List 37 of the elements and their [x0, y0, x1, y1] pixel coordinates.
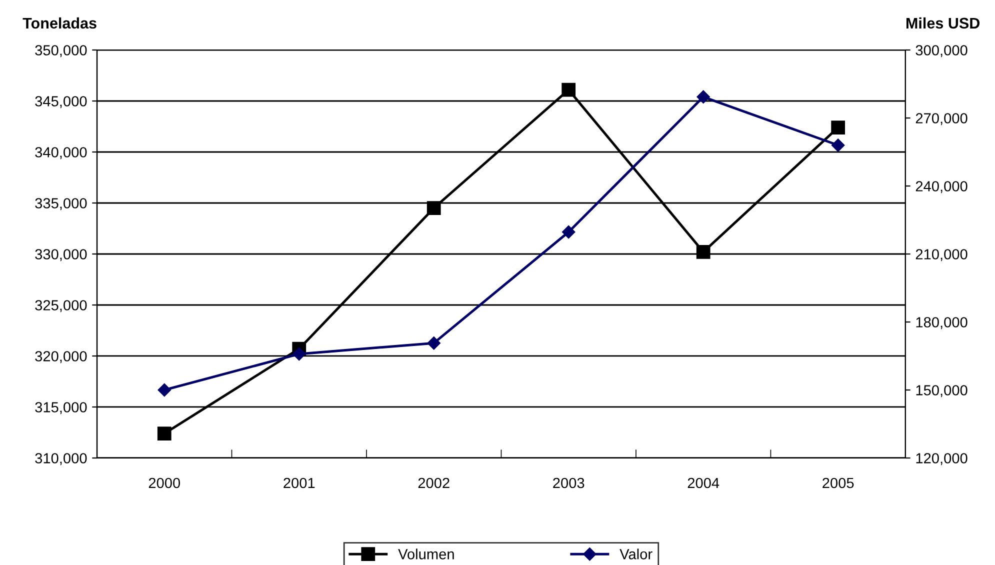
y2-tick-label: 150,000	[916, 385, 968, 398]
point	[831, 138, 845, 152]
y-tick-label: 330,000	[35, 249, 87, 262]
point	[292, 347, 306, 361]
x-tick-label: 2002	[418, 478, 450, 488]
y-tick-label: 325,000	[35, 300, 87, 312]
point	[831, 120, 846, 134]
point	[696, 245, 710, 259]
point	[157, 426, 172, 440]
legend-label: Valor	[620, 548, 652, 560]
point	[562, 225, 576, 239]
x-tick-label: 2005	[822, 478, 854, 488]
x-tick-label: 2003	[553, 478, 584, 488]
y-tick-label: 310,000	[35, 453, 87, 466]
y2-tick-label: 180,000	[916, 317, 968, 330]
y-tick-label: 350,000	[35, 45, 87, 58]
y2-tick-label: 300,000	[916, 45, 968, 58]
x-tick-label: 2000	[148, 478, 180, 488]
point	[158, 383, 171, 397]
legend-label: Volumen	[398, 548, 454, 560]
y-tick-label: 320,000	[35, 351, 87, 364]
y2-tick-label: 240,000	[916, 181, 968, 194]
x-tick-label: 2001	[284, 478, 315, 488]
point	[426, 201, 441, 216]
point	[427, 336, 440, 350]
point	[562, 82, 576, 97]
y2-tick-label: 120,000	[916, 453, 968, 466]
y-tick-label: 340,000	[35, 147, 87, 160]
y-axis-title: Toneladas	[22, 17, 96, 29]
y-tick-label: 335,000	[35, 198, 87, 210]
y-tick-label: 345,000	[35, 96, 87, 108]
point	[696, 90, 710, 104]
y-tick-label: 315,000	[35, 402, 87, 414]
y2-axis-title: Miles USD	[906, 17, 980, 29]
x-tick-label: 2004	[688, 478, 720, 488]
y2-tick-label: 210,000	[916, 249, 968, 262]
y2-tick-label: 270,000	[916, 113, 968, 126]
